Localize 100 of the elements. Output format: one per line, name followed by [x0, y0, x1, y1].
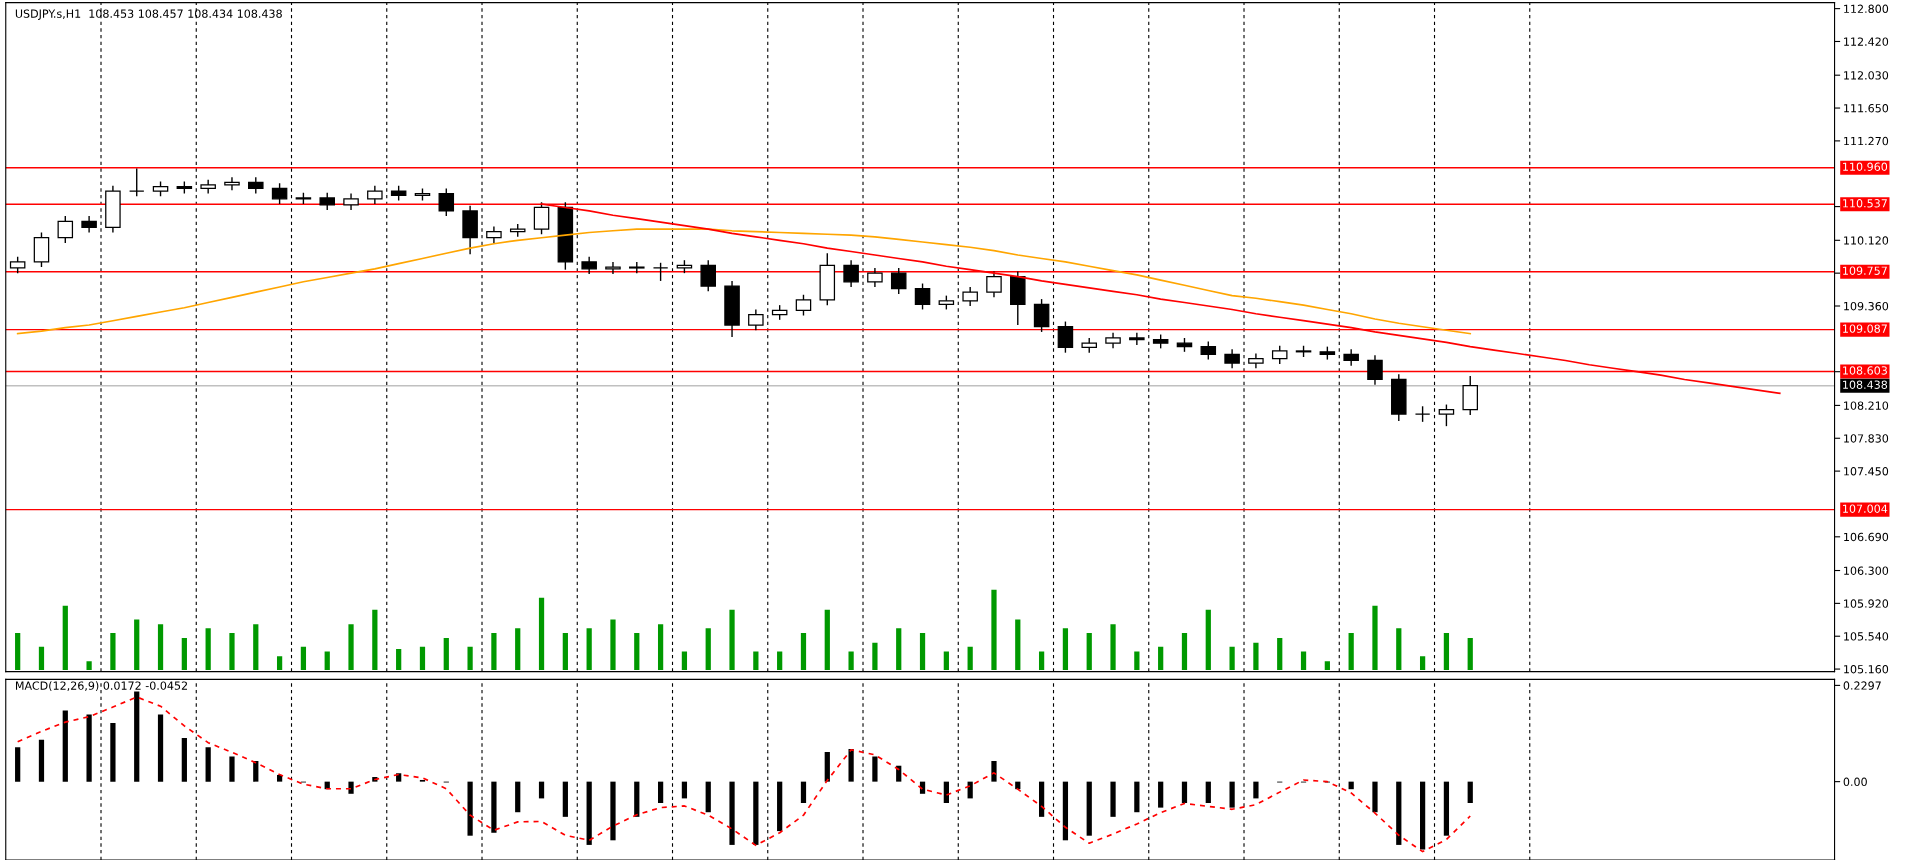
- y-tick-label: 105.540: [1844, 632, 1889, 641]
- bar: [1205, 609, 1211, 670]
- bar: [1253, 642, 1259, 670]
- bar: [1396, 628, 1402, 670]
- candlestick: [700, 259, 716, 292]
- bar: [38, 646, 45, 670]
- bar: [562, 633, 568, 670]
- bar: [681, 781, 688, 799]
- bar: [134, 619, 140, 670]
- bar: [300, 646, 307, 670]
- bar: [181, 637, 187, 670]
- candlestick: [652, 262, 669, 282]
- candlestick: [1271, 345, 1288, 365]
- bar: [1134, 781, 1140, 813]
- bar: [229, 633, 235, 670]
- y-tick-label: 107.450: [1844, 467, 1889, 476]
- bar: [848, 651, 854, 670]
- bar: [1396, 781, 1402, 845]
- bar: [634, 633, 640, 670]
- ref-line-label: 109.757: [1843, 266, 1887, 275]
- candlestick: [1367, 354, 1383, 386]
- bar: [38, 739, 45, 782]
- bar: [1181, 633, 1188, 670]
- bar: [515, 628, 521, 670]
- line-series: [16, 228, 1472, 335]
- bar: [491, 781, 497, 833]
- candlestick: [57, 215, 74, 244]
- bar: [729, 781, 735, 845]
- bar: [276, 774, 283, 782]
- bar: [943, 651, 949, 670]
- bar: [777, 781, 783, 832]
- chart-title: MACD(12,26,9) 0.0172 -0.0452: [15, 681, 187, 692]
- bar: [1443, 781, 1450, 836]
- bar: [467, 646, 473, 670]
- bar: [348, 624, 354, 670]
- bar: [538, 597, 545, 670]
- bar: [396, 773, 402, 782]
- bar: [586, 781, 592, 845]
- bar: [419, 646, 426, 670]
- bar: [1086, 781, 1092, 836]
- bar: [134, 691, 140, 782]
- bar: [1467, 637, 1473, 670]
- line-series: [16, 696, 1472, 853]
- candlestick: [843, 259, 859, 288]
- candlestick: [986, 270, 1002, 299]
- bar: [681, 651, 688, 670]
- candlestick: [1033, 298, 1050, 333]
- bar: [1348, 633, 1354, 670]
- bar: [1253, 781, 1259, 799]
- bar: [348, 781, 354, 794]
- bar: [443, 637, 449, 670]
- candlestick: [271, 182, 288, 205]
- bar: [205, 747, 211, 782]
- bar: [1062, 628, 1069, 670]
- bar: [276, 656, 283, 670]
- bar: [62, 605, 68, 670]
- y-tick-label: 0.2297: [1843, 681, 1881, 690]
- bar: [824, 609, 830, 670]
- bar: [1158, 781, 1164, 808]
- bar: [753, 781, 759, 845]
- bar: [86, 661, 92, 670]
- bar: [253, 624, 259, 670]
- bar: [62, 710, 68, 782]
- bar: [229, 756, 235, 782]
- y-tick-label: 110.120: [1844, 236, 1889, 245]
- ref-line-label: 109.087: [1843, 324, 1887, 333]
- bar: [705, 628, 711, 670]
- bar: [110, 722, 116, 782]
- y-tick-label: 0.00: [1843, 777, 1867, 787]
- bar: [1277, 637, 1283, 670]
- ref-line-label: 110.960: [1843, 162, 1888, 171]
- bar: [372, 609, 378, 670]
- bar: [872, 642, 878, 670]
- bar: [1110, 624, 1116, 670]
- bar: [467, 781, 473, 836]
- bar: [657, 624, 664, 670]
- bar: [991, 761, 997, 782]
- bar: [777, 651, 783, 670]
- bar: [1062, 781, 1069, 841]
- y-tick-label: 112.030: [1844, 71, 1889, 80]
- bar: [86, 714, 92, 782]
- y-tick-label: 111.650: [1844, 104, 1889, 113]
- y-tick-label: 111.270: [1844, 136, 1889, 146]
- bar: [157, 714, 164, 782]
- candlestick: [367, 185, 383, 205]
- ref-line-label: 108.603: [1843, 366, 1887, 375]
- bar: [1181, 781, 1188, 804]
- candlestick: [890, 267, 907, 295]
- bar: [705, 781, 711, 813]
- bar: [1110, 781, 1116, 817]
- candlestick: [533, 201, 550, 235]
- bar: [610, 781, 616, 841]
- bar: [1467, 781, 1473, 804]
- bar: [872, 756, 878, 782]
- bar: [1419, 781, 1426, 850]
- bar: [610, 619, 616, 670]
- ref-line-label: 108.438: [1843, 380, 1888, 389]
- y-tick-label: 108.210: [1844, 401, 1889, 410]
- candlestick: [1200, 340, 1217, 361]
- bar: [15, 747, 21, 782]
